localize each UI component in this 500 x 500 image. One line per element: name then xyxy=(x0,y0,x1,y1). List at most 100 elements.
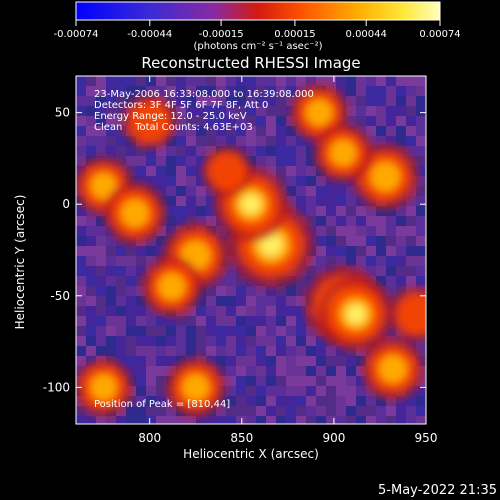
heatmap-cell xyxy=(156,326,166,336)
heatmap-cell xyxy=(326,376,336,386)
heatmap-cell xyxy=(406,266,416,276)
heatmap-cell xyxy=(186,186,196,196)
heatmap-cell xyxy=(256,286,266,296)
heatmap-cell xyxy=(216,356,226,366)
heatmap-cell xyxy=(336,396,346,406)
heatmap-cell xyxy=(226,276,236,286)
heatmap-cell xyxy=(196,116,206,126)
heatmap-cell xyxy=(146,406,156,416)
heatmap-cell xyxy=(96,76,106,86)
heatmap-cell xyxy=(76,296,86,306)
heatmap-cell xyxy=(166,356,176,366)
heatmap-cell xyxy=(166,206,176,216)
heatmap-cell xyxy=(76,86,86,96)
heatmap-cell xyxy=(86,266,96,276)
heatmap-cell xyxy=(336,226,346,236)
heatmap-cell xyxy=(166,186,176,196)
heatmap-cell xyxy=(246,396,256,406)
heatmap-cell xyxy=(296,186,306,196)
hotspot-core xyxy=(120,199,149,228)
heatmap-cell xyxy=(336,386,346,396)
heatmap-cell xyxy=(346,196,356,206)
heatmap-cell xyxy=(196,146,206,156)
heatmap-cell xyxy=(306,216,316,226)
heatmap-cell xyxy=(386,116,396,126)
heatmap-cell xyxy=(296,366,306,376)
heatmap-cell xyxy=(126,86,136,96)
heatmap-cell xyxy=(116,116,126,126)
heatmap-cell xyxy=(216,336,226,346)
heatmap-cell xyxy=(376,256,386,266)
heatmap-cell xyxy=(296,286,306,296)
heatmap-cell xyxy=(186,316,196,326)
heatmap-cell xyxy=(376,106,386,116)
heatmap-cell xyxy=(386,256,396,266)
heatmap-cell xyxy=(156,176,166,186)
heatmap-cell xyxy=(196,156,206,166)
heatmap-cell xyxy=(86,116,96,126)
heatmap-cell xyxy=(416,96,426,106)
heatmap-cell xyxy=(176,186,186,196)
heatmap-cell xyxy=(356,416,366,424)
heatmap-cell xyxy=(96,146,106,156)
heatmap-cell xyxy=(126,266,136,276)
heatmap-cell xyxy=(306,196,316,206)
colorbar-tick-label: -0.00044 xyxy=(127,29,172,40)
heatmap-cell xyxy=(246,326,256,336)
heatmap-cell xyxy=(316,206,326,216)
heatmap-cell xyxy=(76,236,86,246)
heatmap-cell xyxy=(236,116,246,126)
heatmap-cell xyxy=(126,246,136,256)
heatmap-cell xyxy=(246,376,256,386)
heatmap-cell xyxy=(196,296,206,306)
heatmap-cell xyxy=(386,136,396,146)
colorbar-tick-label: 0.00015 xyxy=(274,29,315,40)
heatmap-cell xyxy=(366,76,376,86)
heatmap-cell xyxy=(316,176,326,186)
heatmap-cell xyxy=(266,116,276,126)
heatmap-cell xyxy=(406,146,416,156)
heatmap-cell xyxy=(166,346,176,356)
heatmap-cell xyxy=(176,96,186,106)
heatmap-cell xyxy=(86,86,96,96)
heatmap-cell xyxy=(236,316,246,326)
heatmap-cell xyxy=(386,416,396,424)
heatmap-cell xyxy=(136,166,146,176)
heatmap-cell xyxy=(266,316,276,326)
heatmap-cell xyxy=(276,356,286,366)
heatmap-cell xyxy=(396,206,406,216)
heatmap-cell xyxy=(356,216,366,226)
heatmap-cell xyxy=(346,86,356,96)
heatmap-cell xyxy=(76,136,86,146)
heatmap-cell xyxy=(216,106,226,116)
heatmap-cell xyxy=(136,86,146,96)
heatmap-cell xyxy=(76,266,86,276)
heatmap-cell xyxy=(306,366,316,376)
heatmap-cell xyxy=(256,316,266,326)
heatmap-cell xyxy=(226,76,236,86)
heatmap-cell xyxy=(386,106,396,116)
heatmap-cell xyxy=(346,396,356,406)
heatmap-cell xyxy=(136,156,146,166)
heatmap-cell xyxy=(386,216,396,226)
heatmap-cell xyxy=(76,226,86,236)
heatmap-cell xyxy=(216,286,226,296)
heatmap-cell xyxy=(196,186,206,196)
heatmap-cell xyxy=(416,266,426,276)
heatmap-cell xyxy=(96,296,106,306)
heatmap-cell xyxy=(86,276,96,286)
heatmap-cell xyxy=(386,126,396,136)
heatmap-cell xyxy=(326,206,336,216)
heatmap-cell xyxy=(396,396,406,406)
heatmap-cell xyxy=(246,336,256,346)
x-tick-label: 800 xyxy=(138,431,161,445)
heatmap-cell xyxy=(296,196,306,206)
hotspot-peak xyxy=(241,194,261,214)
heatmap-cell xyxy=(156,166,166,176)
heatmap-cell xyxy=(86,96,96,106)
heatmap-cell xyxy=(86,146,96,156)
heatmap-cell xyxy=(206,76,216,86)
heatmap-cell xyxy=(196,216,206,226)
heatmap-cell xyxy=(346,206,356,216)
heatmap-cell xyxy=(196,206,206,216)
